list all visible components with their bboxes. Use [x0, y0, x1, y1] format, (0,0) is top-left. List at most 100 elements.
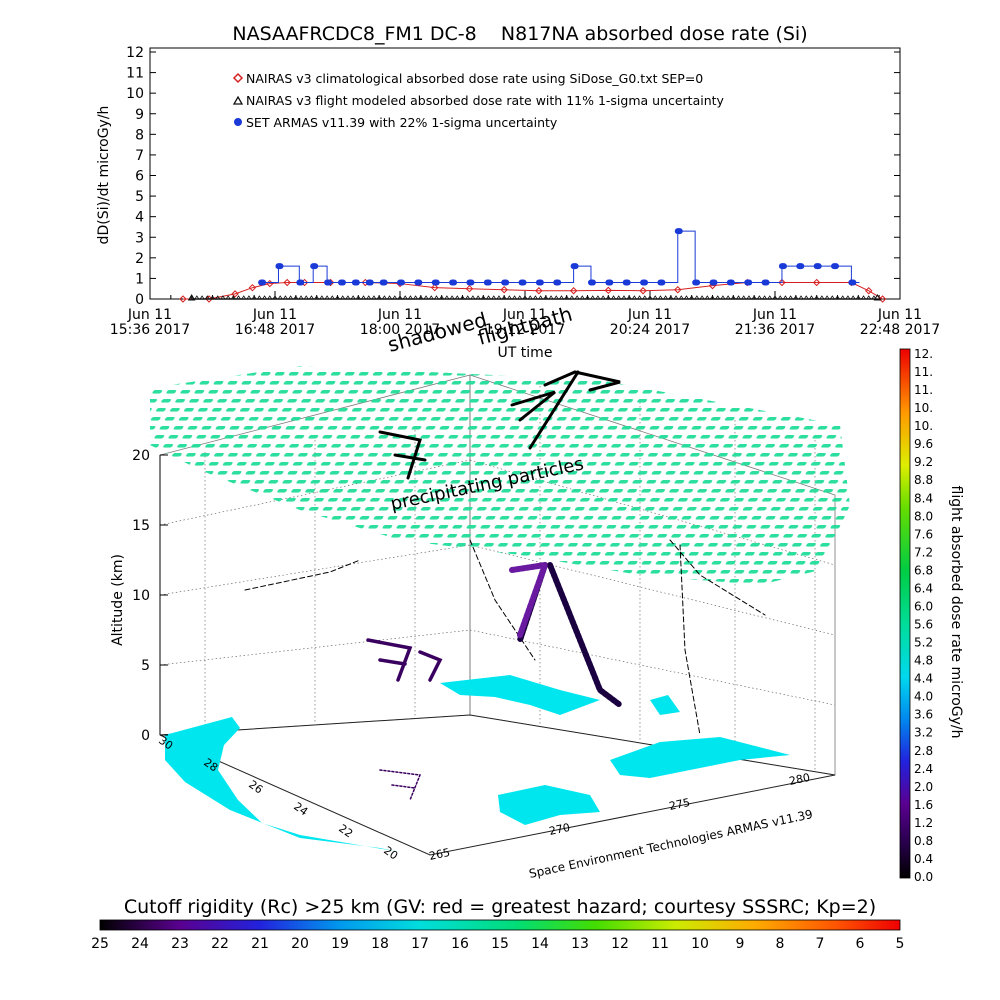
latitude-tick-label: 24 [291, 800, 310, 819]
series-set-armas [258, 228, 860, 286]
dose-colorbar [899, 348, 911, 879]
data-point [506, 295, 513, 300]
data-point [431, 279, 440, 286]
data-point [454, 295, 461, 300]
x-tick-day: Jun 11 [127, 307, 172, 323]
data-point [704, 295, 711, 300]
data-point [803, 295, 809, 300]
dose-colorbar-tick-label: 6.8 [914, 563, 933, 577]
data-point [407, 295, 414, 300]
data-point [639, 287, 647, 295]
dose-colorbar-tick-label: 1.2 [914, 816, 933, 830]
dose-colorbar-tick-label: 9.2 [914, 455, 933, 469]
data-point [569, 295, 575, 300]
x-tick-time: 19:12 2017 [485, 322, 565, 338]
dose-colorbar-tick-label: 5.2 [914, 636, 933, 650]
data-point [756, 295, 763, 300]
data-point [584, 295, 591, 300]
data-point [293, 295, 299, 300]
data-point [845, 295, 851, 300]
dose-colorbar-tick-label: 2.0 [914, 780, 933, 794]
land-bahamas [650, 695, 680, 715]
flight-path-floor-letters [379, 769, 422, 801]
data-point [535, 287, 543, 295]
rigidity-colorbar-tick-label: 6 [856, 936, 865, 952]
rigidity-colorbar-tick-label: 25 [91, 936, 109, 952]
dose-colorbar-tick-label: 7.2 [914, 545, 933, 559]
data-point [491, 295, 497, 300]
data-point [730, 295, 737, 300]
data-point [187, 294, 196, 301]
data-point [640, 279, 649, 286]
data-point [535, 279, 544, 286]
data-point [850, 295, 856, 300]
data-point [334, 295, 341, 300]
dose-colorbar-tick-label: 10. [914, 419, 933, 433]
y-tick-label: 0 [135, 292, 144, 308]
data-point [616, 295, 622, 300]
y-tick-label: 6 [135, 169, 144, 185]
dose-colorbar-tick-label: 4.4 [914, 672, 933, 686]
altitude-tick-label: 15 [132, 518, 150, 534]
data-point [741, 295, 747, 300]
data-point [808, 295, 815, 300]
data-point [553, 295, 559, 300]
data-point [366, 295, 372, 300]
dose-colorbar-tick-label: 6.0 [914, 599, 933, 613]
data-point [692, 279, 701, 286]
data-point [871, 295, 877, 300]
data-point [345, 295, 351, 300]
data-point [824, 295, 830, 300]
data-point [605, 295, 612, 300]
data-point [199, 295, 205, 300]
data-point [714, 295, 721, 300]
data-point [589, 295, 596, 300]
longitude-tick-label: 265 [428, 846, 451, 863]
x-tick-time: 15:36 2017 [110, 322, 190, 338]
data-point [287, 295, 294, 300]
data-point [793, 295, 799, 300]
x-tick-day: Jun 11 [627, 307, 672, 323]
data-point [194, 295, 200, 300]
rigidity-colorbar-tick-label: 21 [251, 936, 269, 952]
dose-colorbar-tick-label: 1.6 [914, 798, 933, 812]
dose-colorbar-tick-label: 3.6 [914, 708, 933, 722]
rigidity-colorbar-tick-label: 15 [491, 936, 509, 952]
data-point [241, 295, 247, 300]
longitude-tick-label: 280 [788, 771, 811, 788]
data-point [313, 295, 320, 300]
data-point [657, 279, 666, 286]
data-point [778, 278, 786, 287]
data-point [694, 295, 700, 300]
rigidity-colorbar-tick-label: 13 [571, 936, 589, 952]
y-tick-label: 5 [135, 189, 144, 205]
data-point [777, 295, 783, 300]
dose-colorbar-tick-label: 12. [914, 347, 933, 361]
data-point [188, 295, 195, 300]
data-point [834, 295, 841, 300]
data-point [365, 279, 374, 286]
legend-label-set-armas: SET ARMAS v11.39 with 22% 1-sigma uncert… [246, 115, 558, 130]
data-point [438, 295, 445, 300]
data-point [225, 295, 231, 300]
data-point [449, 295, 455, 300]
data-point [283, 278, 291, 287]
data-point [431, 283, 439, 292]
data-point [230, 295, 237, 300]
dose-colorbar-tick-label: 8.0 [914, 509, 933, 523]
altitude-tick-label: 10 [132, 588, 150, 604]
dose-colorbar-tick-label: 7.6 [914, 527, 933, 541]
dose-colorbar-tick-label: 8.4 [914, 491, 933, 505]
longitude-tick-label: 270 [548, 821, 571, 838]
dose-colorbar-tick-label: 2.8 [914, 744, 933, 758]
dose-colorbar-tick-label: 2.4 [914, 762, 933, 776]
data-point [855, 295, 862, 300]
data-point [563, 295, 570, 300]
data-point [444, 295, 450, 300]
data-point [310, 263, 319, 270]
data-point [848, 279, 857, 286]
data-point [839, 295, 846, 300]
data-point [256, 295, 263, 300]
altitude-tick-label: 20 [132, 448, 150, 464]
data-point [496, 295, 502, 300]
